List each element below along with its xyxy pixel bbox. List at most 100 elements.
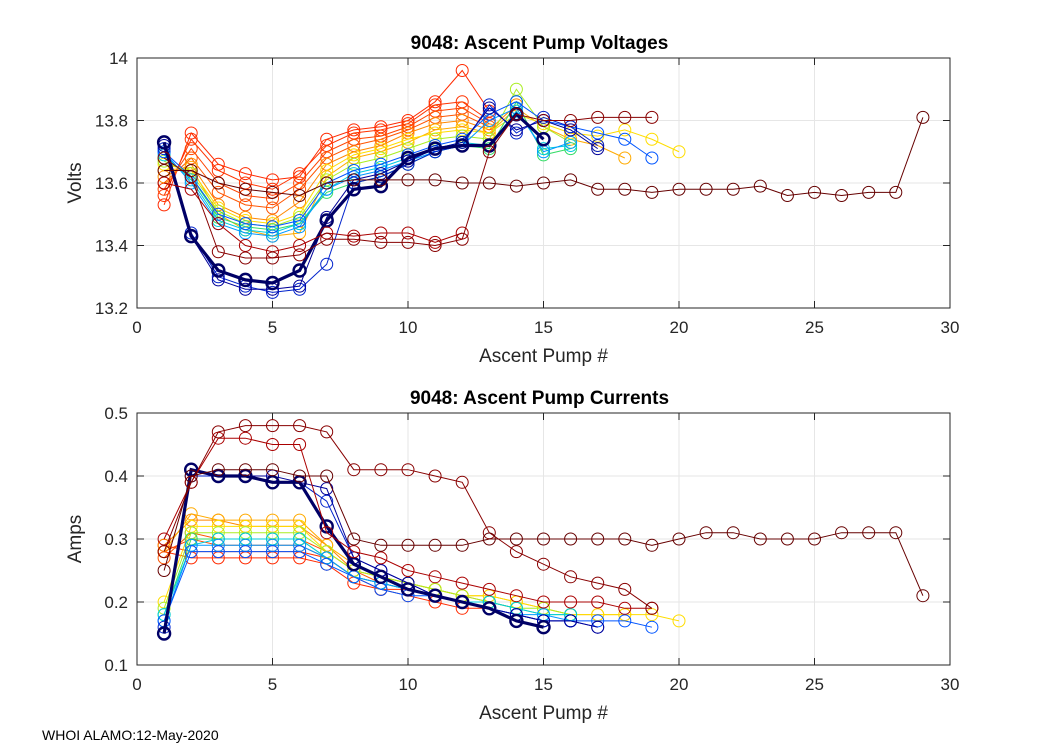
data-point [266,419,279,433]
data-point [156,626,172,641]
data-point [862,526,876,540]
data-point [455,232,469,246]
data-point [808,532,821,546]
data-point [455,475,469,489]
data-point [211,217,225,231]
data-point [293,545,307,559]
data-point [320,232,334,246]
data-point [320,557,334,571]
data-point [564,570,578,584]
x-tick-label: 0 [132,675,141,694]
data-point [184,164,198,177]
y-tick-label: 14 [109,49,128,68]
data-point [699,526,713,540]
y-tick-label: 0.3 [104,530,128,549]
x-tick-label: 5 [268,318,277,337]
data-point [672,614,686,628]
data-point [320,185,334,199]
data-point [618,582,632,596]
data-point [320,494,334,508]
data-point [211,245,225,259]
data-point [455,576,469,590]
data-point [266,463,279,477]
series-profile-17 [157,419,659,615]
data-point [184,132,198,146]
data-point [645,185,659,199]
data-point [672,532,686,546]
data-point [889,185,903,199]
data-point [916,589,930,603]
footer-label: WHOI ALAMO:12-May-2020 [42,727,219,743]
x-tick-label: 10 [399,318,418,337]
data-point [699,182,713,196]
y-tick-label: 13.4 [95,237,128,256]
data-point [266,185,279,199]
x-tick-label: 30 [941,318,960,337]
series-profile-8 [157,526,578,622]
data-point [347,532,361,546]
data-point [320,482,334,496]
x-tick-label: 15 [534,675,553,694]
data-point [184,545,198,559]
x-axis-label: Ascent Pump # [479,703,608,724]
data-point [482,582,496,596]
y-tick-label: 0.2 [104,593,128,612]
data-point [618,110,632,124]
series-line [163,425,653,609]
data-point [293,279,307,293]
data-point [293,419,307,433]
data-point [591,182,605,196]
x-tick-label: 15 [534,318,553,337]
y-tick-label: 13.2 [95,299,128,318]
data-point [401,538,415,552]
data-point [238,419,252,433]
data-point [482,123,496,137]
data-point [346,557,361,572]
data-point [266,545,279,559]
data-point [564,123,578,137]
data-point [211,273,225,287]
data-point [672,145,686,159]
data-point [808,185,821,199]
y-tick-label: 0.4 [104,467,128,486]
series-line [163,88,571,228]
data-point [374,538,388,552]
data-point [536,620,551,635]
data-point [428,570,442,584]
series-profile-17 [157,107,659,265]
data-point [401,132,415,146]
data-point [564,532,578,546]
data-point [238,545,252,559]
data-point [428,173,442,187]
data-point [238,182,252,196]
data-point [537,110,550,124]
data-point [293,217,307,231]
data-point [509,107,523,121]
data-point [537,176,550,190]
data-point [347,123,361,137]
data-point [238,282,252,296]
series-line [163,113,652,259]
data-point [238,251,252,265]
data-point [157,198,171,212]
data-point [211,463,225,477]
data-point [266,182,279,196]
data-point [482,532,496,546]
data-point [293,189,307,202]
data-point [374,173,388,187]
data-point [564,614,578,628]
data-point [645,601,659,615]
data-point [293,248,307,262]
series-line [163,107,571,237]
data-point [889,526,903,540]
data-point [156,135,172,150]
y-tick-label: 0.5 [104,404,128,423]
y-tick-label: 13.8 [95,112,128,131]
data-point [645,538,659,552]
data-point [482,145,496,159]
data-point [427,141,443,156]
data-point [184,142,198,156]
data-point [564,139,578,152]
data-point [401,226,415,240]
data-point [265,475,280,490]
